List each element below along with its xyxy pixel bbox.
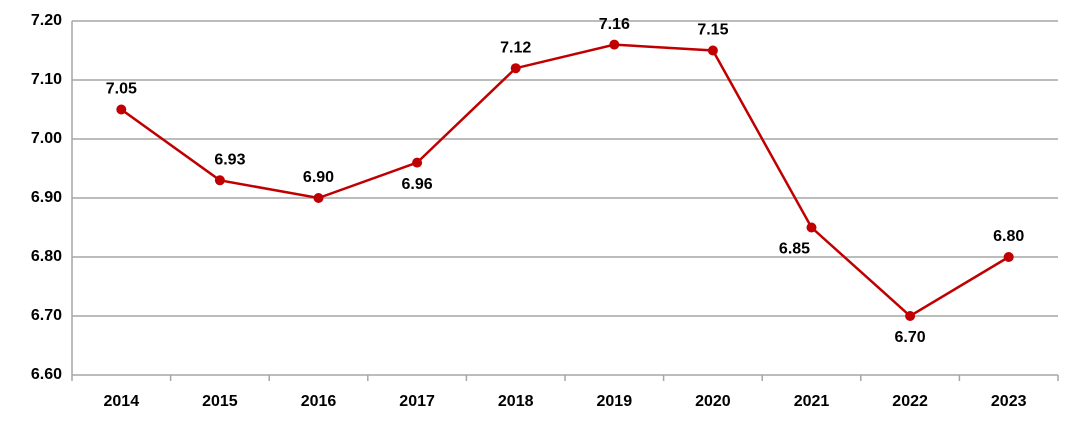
point [510,63,521,74]
point [214,175,225,186]
data-label: 6.85 [779,241,810,258]
line [120,43,1010,318]
x-tick-label: 2019 [597,393,633,410]
point [1003,252,1014,262]
y-tick-label: 7.20 [31,12,62,29]
x-tick-label: 2021 [794,393,830,410]
x-tick-label: 2014 [104,393,140,410]
x-tick-label: 2015 [202,393,238,410]
point [609,39,620,50]
point [313,193,324,203]
data-label: 6.93 [214,152,245,169]
point [806,222,817,233]
x-tick-label: 2018 [498,393,534,410]
y-tick-label: 6.90 [31,189,62,206]
data-label: 6.96 [402,176,433,193]
y-tick-label: 6.80 [31,248,62,265]
data-label: 7.05 [106,81,137,98]
y-tick-label: 7.00 [31,130,62,147]
x-tick-label: 2022 [892,393,928,410]
point [116,104,127,115]
x-tick-label: 2017 [399,393,435,410]
y-tick-label: 7.10 [31,71,62,88]
point [412,157,423,168]
x-tick-label: 2016 [301,393,337,410]
point [707,45,718,56]
data-label: 6.80 [993,228,1024,245]
data-label: 6.70 [895,329,926,346]
data-label: 7.16 [599,16,630,33]
x-tick-label: 2023 [991,393,1027,410]
x-tick-label: 2020 [695,393,731,410]
y-tick-label: 6.60 [31,366,62,383]
data-label: 7.15 [697,22,728,39]
point [905,311,916,321]
y-tick-label: 6.70 [31,307,62,324]
data-label: 7.12 [500,39,531,56]
data-label: 6.90 [303,169,334,186]
